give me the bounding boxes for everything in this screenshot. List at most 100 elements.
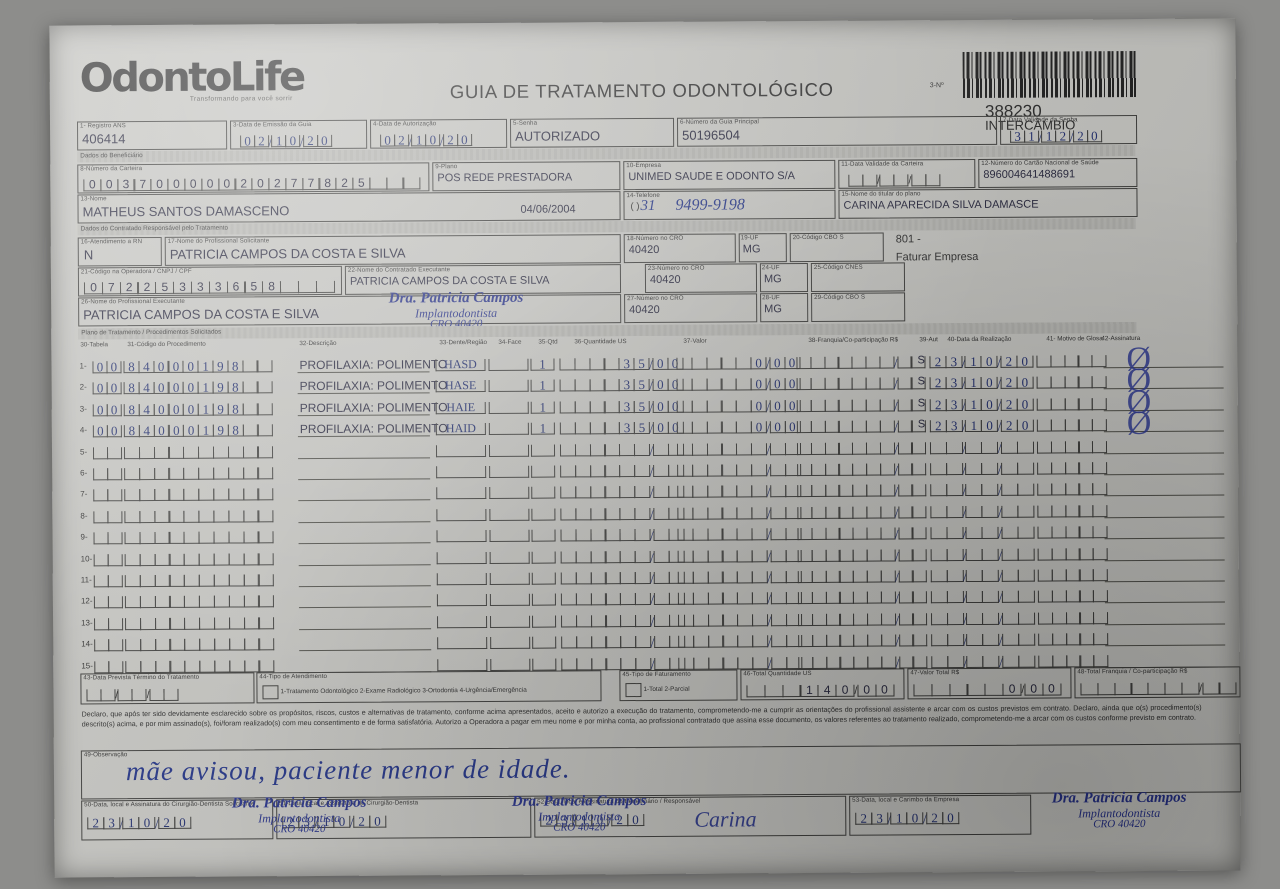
row-valor-comb[interactable]: / (678, 609, 802, 628)
row-qtd-comb[interactable]: 1 (530, 375, 555, 393)
row-motivo-glosa-comb[interactable] (1036, 372, 1107, 389)
row-motivo-glosa-comb[interactable] (1037, 521, 1108, 539)
field-11-date-comb[interactable]: / / (848, 169, 941, 187)
row-data-realizacao-comb[interactable]: / / (930, 543, 1035, 563)
row-tabela-comb[interactable] (94, 613, 123, 631)
row-franquia-comb[interactable]: / (797, 544, 928, 563)
row-tabela-comb[interactable] (93, 527, 123, 545)
row-motivo-glosa-comb[interactable] (1036, 436, 1108, 454)
field-48-franquia-comb[interactable]: / (1080, 677, 1237, 696)
row-valor-comb[interactable]: / (677, 502, 801, 521)
row-qtd-comb[interactable]: 1 (530, 418, 555, 436)
field-3-date-comb[interactable]: 0 2/1 0/2 0 (240, 130, 332, 149)
row-quantidade-us-comb[interactable]: / (560, 460, 684, 479)
field-7-date-comb[interactable]: 3 1/1 2/2 0 (1010, 125, 1102, 145)
field-45-checkbox[interactable] (625, 683, 642, 698)
row-face-comb[interactable] (488, 375, 529, 393)
row-tabela-comb[interactable] (93, 570, 123, 588)
row-face-comb[interactable] (488, 439, 530, 457)
row-codigo-comb[interactable] (125, 655, 275, 673)
row-franquia-comb[interactable]: / (797, 565, 928, 584)
row-codigo-comb[interactable] (124, 591, 275, 609)
row-dente-comb[interactable] (437, 611, 488, 629)
row-assinatura-line[interactable] (1104, 473, 1225, 476)
row-assinatura-line[interactable] (1104, 537, 1225, 540)
row-qtd-comb[interactable] (531, 568, 556, 585)
row-dente-comb[interactable] (436, 525, 487, 543)
row-codigo-comb[interactable] (124, 505, 274, 523)
row-assinatura-line[interactable] (1103, 387, 1224, 390)
row-franquia-comb[interactable]: / (796, 373, 926, 392)
row-qtd-comb[interactable] (532, 632, 557, 649)
row-quantidade-us-comb[interactable]: / (561, 610, 685, 629)
row-face-comb[interactable] (488, 418, 529, 436)
row-tabela-comb[interactable] (94, 634, 124, 652)
row-motivo-glosa-comb[interactable] (1037, 543, 1108, 561)
row-tabela-comb[interactable] (93, 549, 123, 566)
row-franquia-comb[interactable]: / (797, 458, 927, 477)
row-face-comb[interactable] (489, 568, 530, 585)
row-codigo-comb[interactable] (124, 526, 274, 545)
row-motivo-glosa-comb[interactable] (1037, 586, 1109, 603)
row-codigo-comb[interactable] (124, 462, 274, 481)
row-dente-comb[interactable] (436, 568, 487, 586)
row-franquia-comb[interactable]: / (797, 480, 927, 499)
row-codigo-comb[interactable] (125, 612, 275, 630)
row-valor-comb[interactable]: 0/0 0 (676, 416, 801, 435)
row-franquia-comb[interactable]: / (798, 629, 928, 649)
row-valor-comb[interactable]: 0/0 0 (676, 352, 801, 371)
row-qtd-comb[interactable] (531, 461, 556, 478)
row-assinatura-line[interactable] (1105, 623, 1226, 625)
field-46-total-us-comb[interactable]: 1 4 0/0 0 (746, 679, 895, 698)
row-quantidade-us-comb[interactable]: 3 5/0 0 (559, 353, 684, 372)
row-tabela-comb[interactable] (93, 506, 123, 524)
row-motivo-glosa-comb[interactable] (1038, 628, 1109, 646)
row-franquia-comb[interactable]: / (796, 437, 927, 456)
row-qtd-comb[interactable] (530, 439, 556, 457)
row-qtd-comb[interactable] (531, 503, 556, 521)
row-tabela-comb[interactable] (93, 592, 123, 609)
row-face-comb[interactable] (489, 482, 530, 500)
row-valor-comb[interactable]: / (677, 523, 802, 542)
row-codigo-comb[interactable] (124, 569, 275, 588)
row-franquia-comb[interactable]: / (796, 351, 926, 370)
row-franquia-comb[interactable]: / (796, 394, 927, 413)
row-dente-comb[interactable] (437, 632, 488, 650)
row-qtd-comb[interactable] (532, 653, 557, 671)
row-data-realizacao-comb[interactable]: / / (930, 500, 1035, 520)
row-motivo-glosa-comb[interactable] (1037, 500, 1108, 518)
row-dente-comb[interactable] (436, 482, 487, 500)
row-dente-comb[interactable]: HASD (435, 354, 486, 372)
field-43-date-comb[interactable]: / / (86, 684, 179, 702)
row-quantidade-us-comb[interactable]: / (561, 652, 685, 672)
row-quantidade-us-comb[interactable]: / (561, 631, 685, 650)
row-valor-comb[interactable]: / (676, 438, 801, 457)
row-franquia-comb[interactable]: / (797, 501, 927, 520)
row-tabela-comb[interactable] (92, 442, 122, 459)
row-codigo-comb[interactable] (124, 548, 275, 566)
row-dente-comb[interactable]: HAID (435, 418, 486, 436)
row-valor-comb[interactable]: / (677, 459, 801, 478)
row-face-comb[interactable] (489, 546, 530, 564)
row-face-comb[interactable] (490, 632, 531, 650)
row-assinatura-line[interactable] (1104, 516, 1225, 518)
row-face-comb[interactable] (489, 525, 530, 543)
row-motivo-glosa-comb[interactable] (1036, 414, 1108, 432)
row-assinatura-line[interactable] (1103, 409, 1224, 411)
row-franquia-comb[interactable]: / (796, 415, 927, 435)
row-assinatura-line[interactable] (1103, 366, 1224, 369)
row-quantidade-us-comb[interactable]: / (560, 545, 685, 565)
row-data-realizacao-comb[interactable]: 2 3/1 0/2 0 (929, 415, 1034, 434)
row-valor-comb[interactable]: / (677, 480, 801, 500)
row-dente-comb[interactable] (436, 589, 487, 607)
row-face-comb[interactable] (489, 461, 530, 478)
row-motivo-glosa-comb[interactable] (1037, 457, 1108, 475)
